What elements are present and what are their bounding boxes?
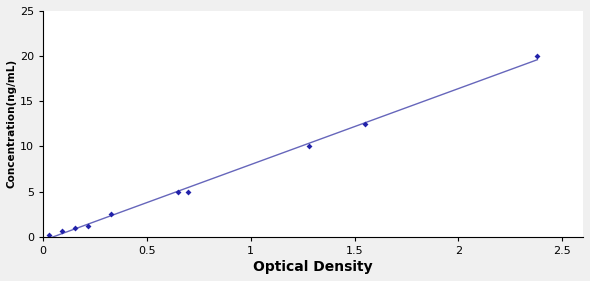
Point: [304, 144, 313, 149]
X-axis label: Optical Density: Optical Density: [253, 260, 373, 274]
Point: [106, 212, 116, 217]
Y-axis label: Concentration(ng/mL): Concentration(ng/mL): [7, 59, 17, 189]
Point: [83, 223, 93, 228]
Point: [71, 226, 80, 231]
Point: [45, 233, 54, 238]
Point: [173, 189, 183, 194]
Point: [360, 122, 369, 126]
Point: [183, 189, 193, 194]
Point: [533, 54, 542, 58]
Point: [58, 229, 67, 234]
